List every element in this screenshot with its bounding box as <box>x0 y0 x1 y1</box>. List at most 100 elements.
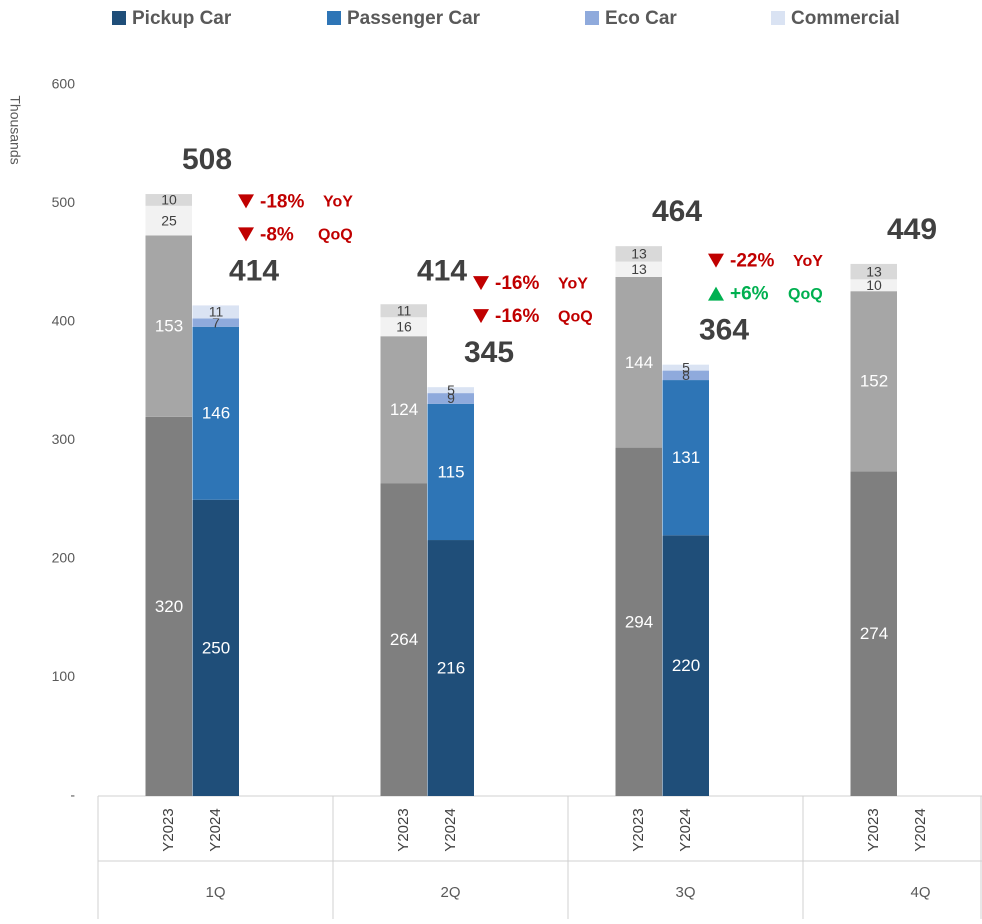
y-tick-label: 600 <box>52 76 76 92</box>
change-arrow <box>238 194 254 209</box>
change-metric: QoQ <box>318 227 353 244</box>
legend-label: Passenger Car <box>347 8 481 29</box>
legend-label: Pickup Car <box>132 8 232 29</box>
segment-label: 153 <box>155 317 183 336</box>
legend-label: Commercial <box>791 8 900 29</box>
bar-segment <box>192 326 239 500</box>
legend-swatch <box>585 11 599 25</box>
segment-label: 9 <box>447 390 455 406</box>
segment-label: 216 <box>437 659 465 678</box>
segment-label: 13 <box>631 246 647 262</box>
bar-segment <box>380 317 427 337</box>
bar-segment <box>380 483 427 796</box>
change-value: -18% <box>260 191 304 212</box>
bar-segment <box>145 416 192 796</box>
segment-label: 124 <box>390 400 418 419</box>
change-value: -16% <box>495 306 539 327</box>
bar-segment <box>662 380 709 536</box>
segment-label: 10 <box>161 192 177 208</box>
segment-label: 250 <box>202 638 230 657</box>
change-value: -16% <box>495 273 539 294</box>
bar-segment <box>380 336 427 484</box>
segment-label: 220 <box>672 656 700 675</box>
bar-segment <box>145 235 192 417</box>
legend-label: Eco Car <box>605 8 677 29</box>
segment-label: 10 <box>866 277 882 293</box>
bar-segment <box>145 205 192 236</box>
total-label: 464 <box>652 195 702 228</box>
bar-segment <box>427 403 474 541</box>
total-label: 508 <box>182 143 232 176</box>
segment-label: 5 <box>682 359 690 375</box>
segment-label: 13 <box>631 261 647 277</box>
x-tick-label: Y2024 <box>912 808 929 851</box>
bar-segment <box>145 194 192 206</box>
change-arrow <box>473 276 489 291</box>
segment-label: 13 <box>866 263 882 279</box>
bar-segment <box>850 263 897 280</box>
bar-segment <box>662 364 709 371</box>
x-tick-label: Y2023 <box>865 808 882 851</box>
segment-label: 294 <box>625 612 653 631</box>
bar-segment <box>427 393 474 404</box>
segment-label: 152 <box>860 372 888 391</box>
segment-label: 144 <box>625 353 653 372</box>
y-tick-label: 500 <box>52 194 76 210</box>
x-tick-label: Y2023 <box>160 808 177 851</box>
y-axis-label: Thousands <box>7 95 23 164</box>
group-label: 4Q <box>910 884 930 901</box>
total-label: 414 <box>229 254 279 287</box>
bar-segment <box>380 304 427 318</box>
bar-segment <box>427 540 474 796</box>
bar-segment <box>615 276 662 448</box>
segment-label: 264 <box>390 630 418 649</box>
change-metric: YoY <box>323 194 353 211</box>
group-label: 1Q <box>205 884 225 901</box>
bar-segment <box>850 471 897 796</box>
bar-segment <box>850 291 897 472</box>
segment-label: 11 <box>209 304 224 320</box>
bar-segment <box>192 499 239 796</box>
y-tick-label: 400 <box>52 313 76 329</box>
total-label: 414 <box>417 254 467 287</box>
bar-segment <box>615 261 662 277</box>
segment-label: 11 <box>397 302 412 318</box>
y-tick-label: 100 <box>52 668 76 684</box>
segment-label: 115 <box>437 462 464 481</box>
bar-segment <box>615 447 662 796</box>
bar-segment <box>615 246 662 262</box>
group-label: 2Q <box>440 884 460 901</box>
group-label: 3Q <box>675 884 695 901</box>
y-tick-label: - <box>70 787 75 803</box>
y-tick-label: 200 <box>52 550 76 566</box>
change-arrow <box>708 286 724 301</box>
segment-label: 16 <box>396 318 412 334</box>
segment-label: 7 <box>212 314 220 330</box>
segment-label: 146 <box>202 404 230 423</box>
legend-swatch <box>771 11 785 25</box>
total-label: 345 <box>464 336 514 369</box>
change-value: -22% <box>730 251 774 272</box>
x-tick-label: Y2024 <box>677 808 694 851</box>
change-arrow <box>238 227 254 242</box>
y-tick-label: 300 <box>52 431 76 447</box>
x-tick-label: Y2024 <box>207 808 224 851</box>
change-arrow <box>473 309 489 324</box>
change-metric: QoQ <box>558 308 593 325</box>
change-metric: QoQ <box>788 286 823 303</box>
segment-label: 320 <box>155 597 183 616</box>
legend-swatch <box>327 11 341 25</box>
change-arrow <box>708 253 724 268</box>
segment-label: 8 <box>682 367 690 383</box>
segment-label: 25 <box>161 212 177 228</box>
change-value: -8% <box>260 224 294 245</box>
bar-segment <box>662 535 709 796</box>
change-metric: YoY <box>793 253 823 270</box>
segment-label: 5 <box>447 382 455 398</box>
bar-segment <box>850 279 897 292</box>
segment-label: 131 <box>672 448 700 467</box>
bar-segment <box>192 305 239 319</box>
x-tick-label: Y2024 <box>442 808 459 851</box>
legend-swatch <box>112 11 126 25</box>
